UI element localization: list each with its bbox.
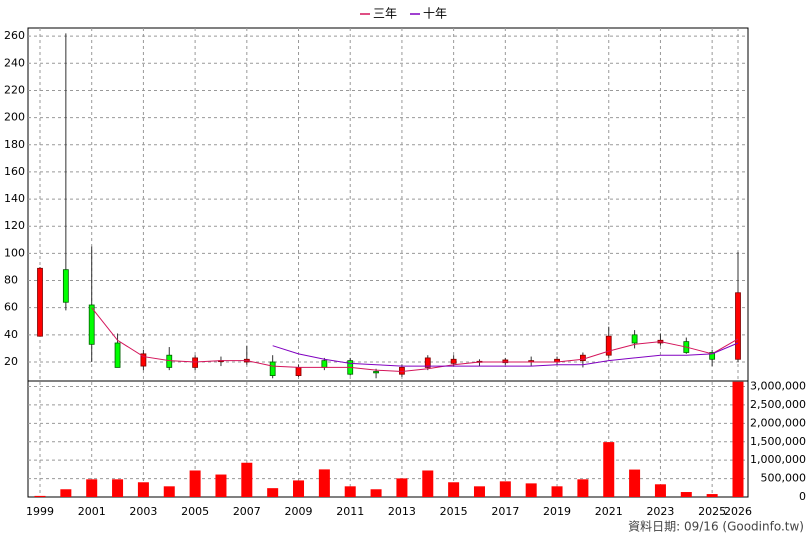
candle-body xyxy=(269,361,276,376)
x-tick-label: 2013 xyxy=(388,505,416,518)
volume-bar xyxy=(112,479,124,497)
volume-bar xyxy=(448,482,460,497)
volume-bar xyxy=(293,480,305,497)
candle-body xyxy=(450,358,457,364)
ma-line xyxy=(91,307,739,372)
volume-bar xyxy=(706,494,718,497)
x-tick-label: 1999 xyxy=(26,505,54,518)
y-tick-label: 200 xyxy=(4,111,25,124)
candle-body xyxy=(166,354,173,368)
x-tick-label: 2007 xyxy=(233,505,261,518)
candle-body xyxy=(37,267,43,337)
volume-panel xyxy=(27,380,749,498)
volume-bar xyxy=(34,495,46,497)
volume-bar xyxy=(680,492,692,497)
candle-body xyxy=(424,357,431,368)
x-tick-label: 2026 xyxy=(724,505,752,518)
x-tick-label: 2025 xyxy=(698,505,726,518)
volume-bar xyxy=(60,489,72,497)
x-tick-label: 2015 xyxy=(440,505,468,518)
volume-bar xyxy=(473,486,485,497)
y2-tick-label: 1,000,000 xyxy=(750,453,806,466)
y-tick-label: 160 xyxy=(4,165,25,178)
candle-body xyxy=(295,367,302,376)
volume-bar xyxy=(603,442,615,497)
candle-body xyxy=(735,292,741,360)
x-tick-label: 2001 xyxy=(78,505,106,518)
volume-bar xyxy=(86,479,98,497)
y-tick-label: 20 xyxy=(4,355,18,368)
y2-tick-label: 2,000,000 xyxy=(750,416,806,429)
y2-tick-label: 500,000 xyxy=(761,472,807,485)
candle-body xyxy=(579,354,586,362)
y-tick-label: 80 xyxy=(4,274,18,287)
volume-bar xyxy=(241,462,253,497)
candle-body xyxy=(605,335,612,356)
volume-bar xyxy=(137,482,149,497)
y2-tick-label: 3,000,000 xyxy=(750,380,806,393)
x-tick-label: 2021 xyxy=(595,505,623,518)
y-tick-label: 120 xyxy=(4,219,25,232)
volume-bar xyxy=(551,486,563,497)
volume-bar xyxy=(396,478,408,497)
y-tick-label: 60 xyxy=(4,301,18,314)
y2-tick-label: 1,500,000 xyxy=(750,435,806,448)
volume-bar xyxy=(525,483,537,497)
x-tick-label: 2005 xyxy=(181,505,209,518)
y-tick-label: 260 xyxy=(4,29,25,42)
volume-bar xyxy=(629,469,641,497)
volume-bar xyxy=(267,488,279,497)
volume-bar xyxy=(654,484,666,497)
volume-bar xyxy=(344,486,356,497)
volume-bar xyxy=(189,470,201,497)
y-tick-label: 100 xyxy=(4,246,25,259)
candle-body xyxy=(140,353,147,367)
source-note: 資料日期: 09/16 (Goodinfo.tw) xyxy=(628,520,804,534)
price-panel xyxy=(27,27,749,382)
candle-body xyxy=(631,334,638,344)
candle-body xyxy=(502,359,509,364)
x-tick-label: 2023 xyxy=(646,505,674,518)
legend-label: 三年 xyxy=(373,7,397,21)
x-tick-label: 2017 xyxy=(491,505,519,518)
y-tick-label: 180 xyxy=(4,138,25,151)
y-tick-label: 40 xyxy=(4,328,18,341)
volume-bar xyxy=(422,470,434,497)
y2-tick-label: 0 xyxy=(799,490,806,503)
y-tick-label: 140 xyxy=(4,192,25,205)
y-tick-label: 240 xyxy=(4,56,25,69)
volume-bar xyxy=(370,489,382,497)
x-tick-label: 2009 xyxy=(285,505,313,518)
volume-bar xyxy=(318,469,330,497)
candle-body xyxy=(114,342,121,368)
y2-tick-label: 2,500,000 xyxy=(750,398,806,411)
volume-bar xyxy=(215,474,227,497)
volume-bar xyxy=(499,481,511,497)
candle-body xyxy=(192,357,199,368)
candle-body xyxy=(321,360,328,368)
volume-bar xyxy=(577,479,589,497)
ma-line xyxy=(272,342,739,367)
volume-bar xyxy=(732,381,744,497)
candle-body xyxy=(709,352,716,360)
x-tick-label: 2011 xyxy=(336,505,364,518)
x-tick-label: 2003 xyxy=(129,505,157,518)
volume-bar xyxy=(163,486,175,497)
candle-body xyxy=(88,304,95,345)
x-tick-label: 2019 xyxy=(543,505,571,518)
y-tick-label: 220 xyxy=(4,83,25,96)
candle-body xyxy=(373,371,379,374)
legend-label: 十年 xyxy=(423,7,447,21)
candle-body xyxy=(62,269,69,303)
